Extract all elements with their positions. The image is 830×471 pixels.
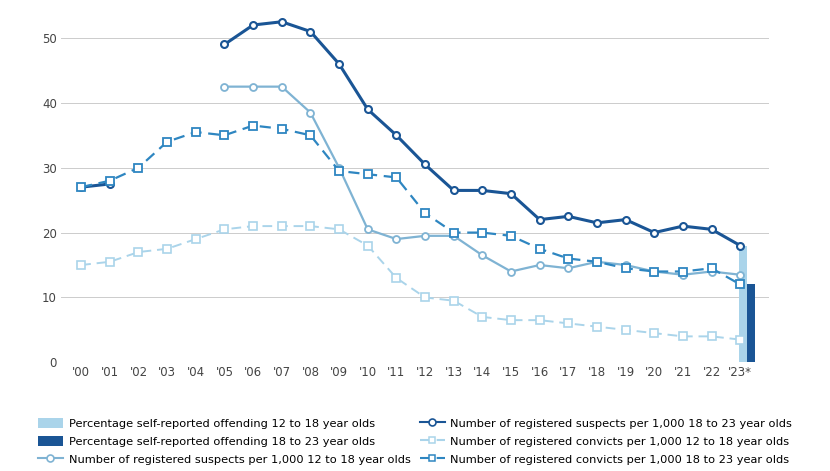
Bar xyxy=(739,245,746,362)
Bar xyxy=(747,284,755,362)
Legend: Percentage self-reported offending 12 to 18 year olds, Percentage self-reported : Percentage self-reported offending 12 to… xyxy=(38,418,792,464)
